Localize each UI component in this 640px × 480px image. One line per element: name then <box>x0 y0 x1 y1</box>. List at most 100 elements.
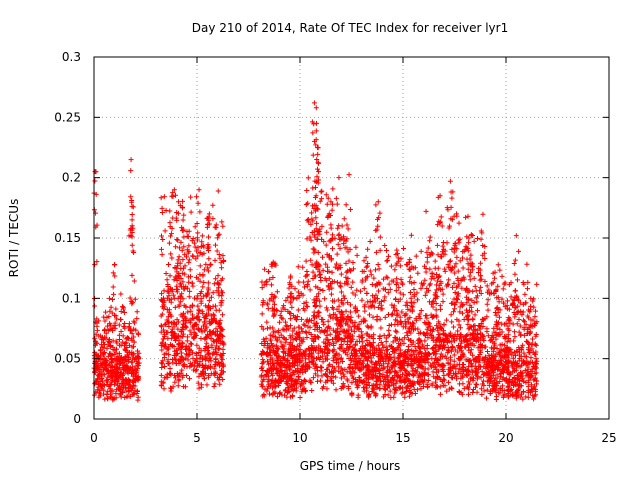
data-point <box>312 248 318 254</box>
data-point <box>310 130 316 136</box>
data-point <box>186 259 192 265</box>
data-point <box>480 336 486 342</box>
data-point <box>504 339 510 345</box>
data-point <box>175 263 181 269</box>
data-point <box>458 348 464 354</box>
data-point <box>360 360 366 366</box>
data-point <box>174 317 180 323</box>
data-point <box>424 249 430 255</box>
data-point <box>398 377 404 383</box>
data-point <box>220 369 226 375</box>
data-point <box>464 384 470 390</box>
data-point <box>524 261 530 267</box>
data-point <box>451 364 457 370</box>
data-point <box>411 386 417 392</box>
data-point <box>455 268 461 274</box>
data-point <box>425 377 431 383</box>
data-point <box>511 260 517 266</box>
data-point <box>440 291 446 297</box>
data-point <box>393 262 399 268</box>
data-point <box>463 286 469 292</box>
data-point <box>410 320 416 326</box>
data-point <box>211 365 217 371</box>
data-point <box>517 355 523 361</box>
data-point <box>317 286 323 292</box>
data-point <box>395 251 401 257</box>
data-point <box>180 270 186 276</box>
data-point <box>383 344 389 350</box>
data-point <box>460 310 466 316</box>
data-point <box>461 386 467 392</box>
data-point <box>366 367 372 373</box>
data-point <box>377 247 383 253</box>
data-point <box>467 381 473 387</box>
data-point <box>388 395 394 401</box>
data-point <box>398 365 404 371</box>
data-point <box>190 253 196 259</box>
data-point <box>107 386 113 392</box>
data-point <box>265 358 271 364</box>
chart-title: Day 210 of 2014, Rate Of TEC Index for r… <box>192 21 508 35</box>
data-point <box>518 362 524 368</box>
data-point <box>120 389 126 395</box>
data-point <box>187 351 193 357</box>
data-point <box>519 312 525 318</box>
data-point <box>534 378 540 384</box>
data-point <box>187 304 193 310</box>
data-point <box>528 303 534 309</box>
data-point <box>449 386 455 392</box>
data-point <box>386 327 392 333</box>
data-point <box>372 267 378 273</box>
data-point <box>380 342 386 348</box>
data-point <box>451 309 457 315</box>
data-point <box>515 390 521 396</box>
data-point <box>405 319 411 325</box>
data-point <box>275 380 281 386</box>
data-point <box>300 264 306 270</box>
data-point <box>161 194 167 200</box>
data-point <box>465 321 471 327</box>
data-point <box>103 330 109 336</box>
data-point <box>493 312 499 318</box>
data-point <box>436 346 442 352</box>
data-point <box>386 383 392 389</box>
data-point <box>515 377 521 383</box>
data-point <box>196 345 202 351</box>
data-point <box>452 264 458 270</box>
data-point <box>181 265 187 271</box>
data-point <box>337 314 343 320</box>
data-point <box>265 306 271 312</box>
data-point <box>438 214 444 220</box>
data-point <box>310 185 316 191</box>
data-point <box>194 235 200 241</box>
data-point <box>260 302 266 308</box>
data-point <box>377 386 383 392</box>
data-point <box>109 358 115 364</box>
data-point <box>208 335 214 341</box>
data-point <box>198 298 204 304</box>
data-point <box>304 304 310 310</box>
data-point <box>516 383 522 389</box>
data-point <box>276 328 282 334</box>
data-point <box>219 298 225 304</box>
data-point <box>163 321 169 327</box>
data-point <box>504 306 510 312</box>
data-point <box>396 258 402 264</box>
data-point <box>200 356 206 362</box>
data-point <box>211 371 217 377</box>
data-point <box>454 336 460 342</box>
data-point <box>425 372 431 378</box>
data-point <box>98 391 104 397</box>
data-point <box>407 307 413 313</box>
data-point <box>362 308 368 314</box>
data-point <box>408 232 414 238</box>
data-point <box>284 394 290 400</box>
data-point <box>523 394 529 400</box>
data-point <box>173 347 179 353</box>
data-point <box>385 290 391 296</box>
data-point <box>517 323 523 329</box>
data-point <box>418 248 424 254</box>
data-point <box>314 236 320 242</box>
data-point <box>200 369 206 375</box>
data-point <box>513 353 519 359</box>
